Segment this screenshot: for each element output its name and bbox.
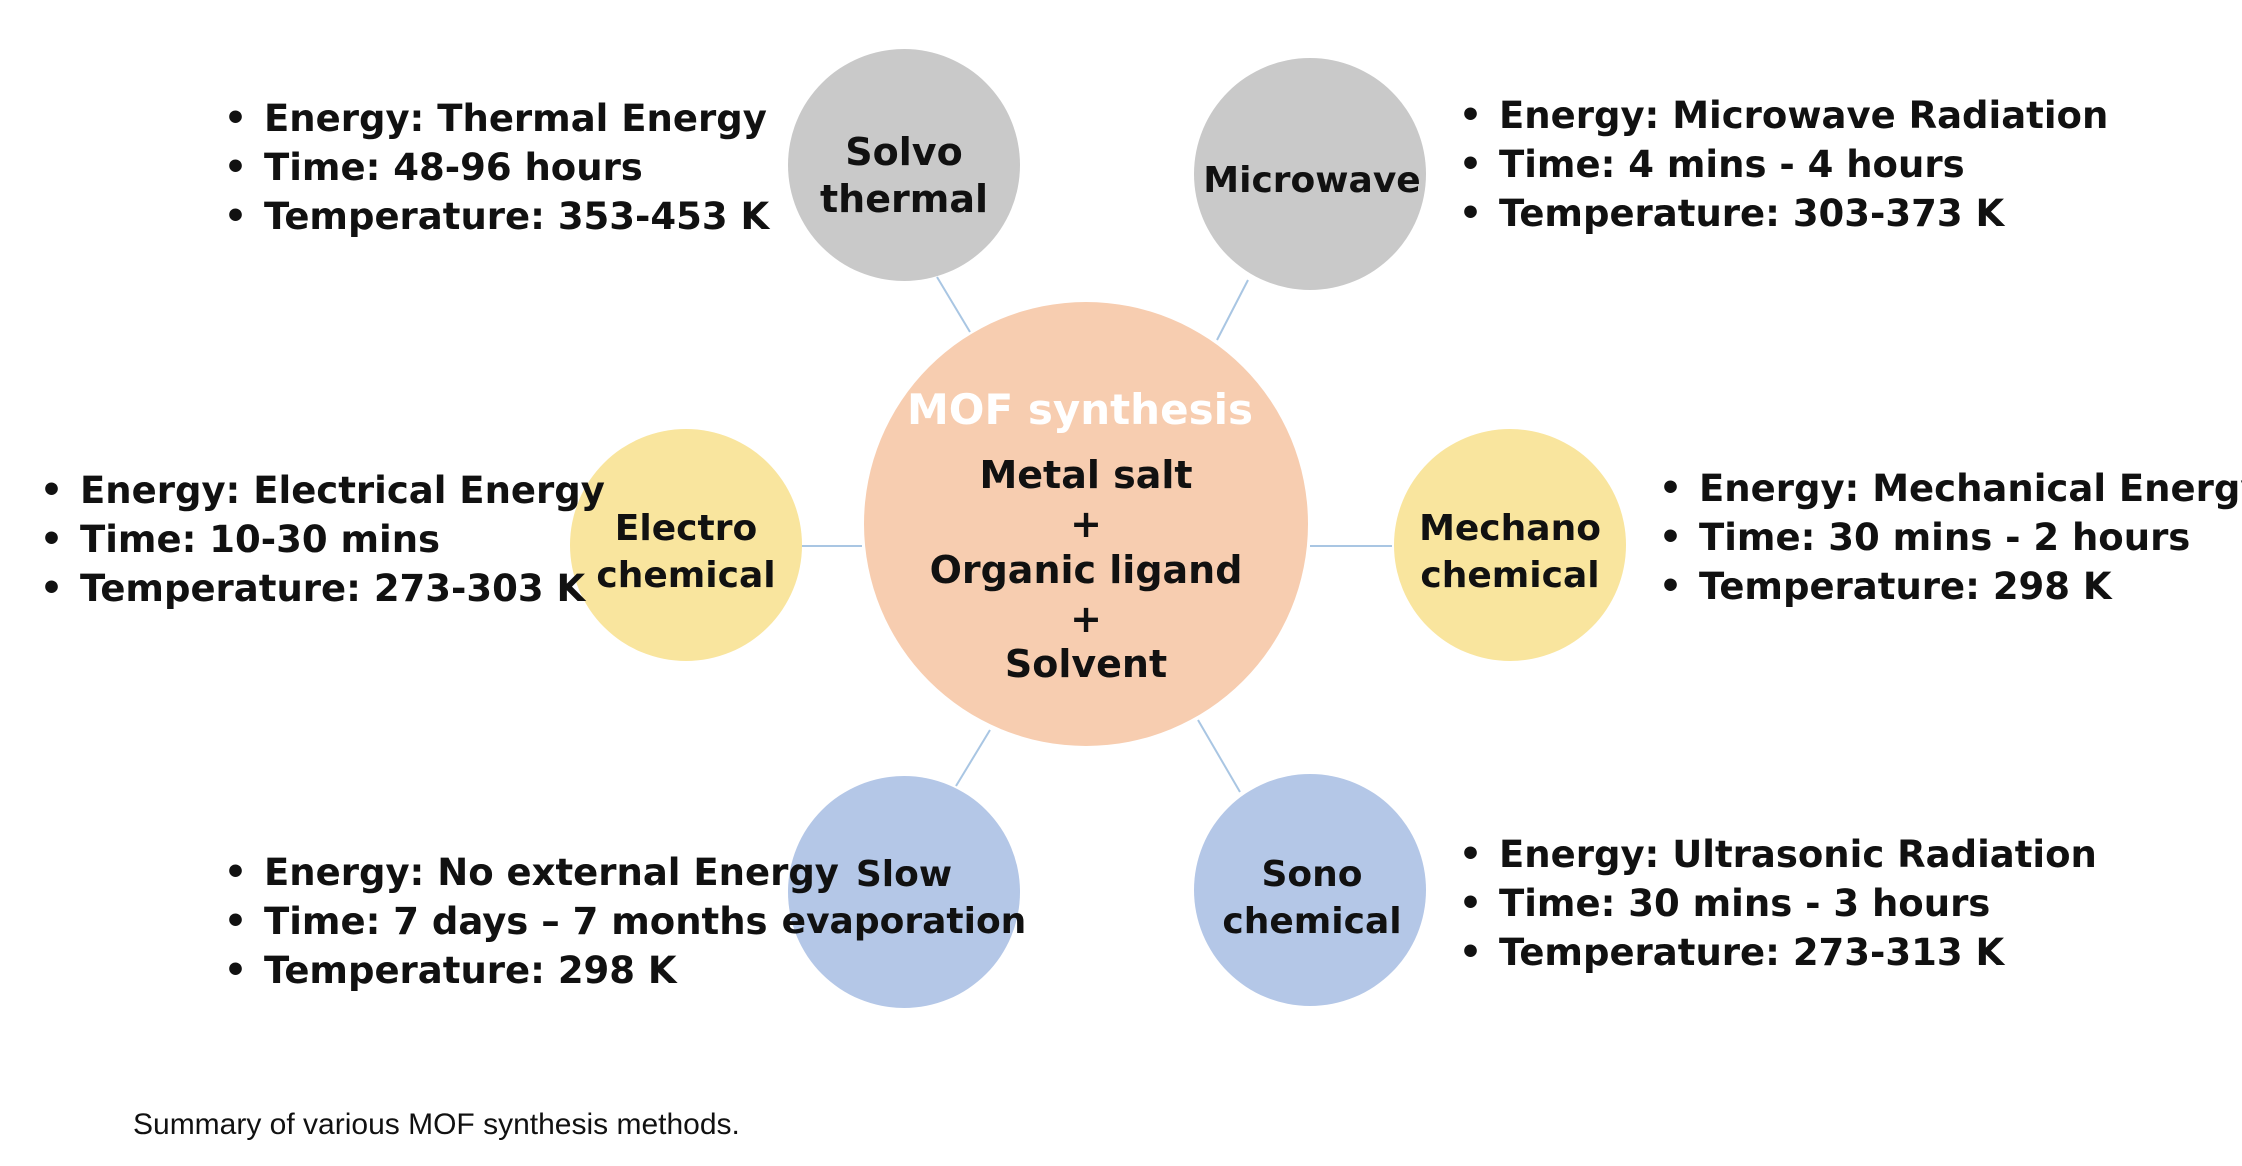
solvothermal-bullet-3: Temperature: 353-453 K (264, 195, 771, 238)
solvothermal-bullet-glyph-2: • (224, 147, 247, 188)
solvothermal-label-1: Solvo (845, 130, 962, 174)
solvothermal-circle (788, 49, 1020, 281)
electrochemical-label-2: chemical (596, 555, 775, 596)
microwave-bullet-glyph-2: • (1459, 144, 1482, 185)
solvothermal-bullet-glyph-3: • (224, 196, 247, 237)
center-node: MOF synthesis Metal salt + Organic ligan… (864, 302, 1308, 746)
mechanochemical-label-1: Mechano (1419, 508, 1601, 549)
electrochemical-circle (570, 429, 802, 661)
microwave-bullet-glyph-1: • (1459, 95, 1482, 136)
solvothermal-bullet-1: Energy: Thermal Energy (264, 97, 767, 140)
sonochemical-bullet-glyph-2: • (1459, 883, 1482, 924)
solvothermal-label-2: thermal (820, 177, 988, 221)
center-title: MOF synthesis (907, 385, 1253, 434)
sonochemical-label-1: Sono (1261, 854, 1362, 895)
center-circle (864, 302, 1308, 746)
method-sonochemical: Sono chemical • Energy: Ultrasonic Radia… (1194, 774, 2097, 1006)
slow-evaporation-bullet-2: Time: 7 days – 7 months (264, 900, 768, 943)
mechanochemical-label-2: chemical (1420, 555, 1599, 596)
sonochemical-bullet-glyph-1: • (1459, 834, 1482, 875)
sonochemical-bullet-3: Temperature: 273-313 K (1499, 931, 2006, 974)
microwave-bullet-2: Time: 4 mins - 4 hours (1499, 143, 1965, 186)
slow-evaporation-bullet-glyph-3: • (224, 950, 247, 991)
electrochemical-bullet-glyph-1: • (40, 470, 63, 511)
sonochemical-bullet-1: Energy: Ultrasonic Radiation (1499, 833, 2097, 876)
center-line-1: Metal salt (979, 453, 1192, 497)
connector-solvothermal (936, 276, 971, 333)
microwave-circle (1194, 58, 1426, 290)
method-microwave: Microwave • Energy: Microwave Radiation … (1194, 58, 2108, 290)
mechanochemical-bullet-2: Time: 30 mins - 2 hours (1699, 516, 2190, 559)
sonochemical-bullet-glyph-3: • (1459, 932, 1482, 973)
slow-evaporation-label-1: Slow (856, 854, 952, 895)
electrochemical-label-1: Electro (615, 508, 757, 549)
method-slow-evaporation: Slow evaporation • Energy: No external E… (224, 776, 1026, 1008)
sonochemical-bullet-2: Time: 30 mins - 3 hours (1499, 882, 1990, 925)
slow-evaporation-label-2: evaporation (782, 901, 1027, 942)
sonochemical-label-2: chemical (1222, 901, 1401, 942)
slow-evaporation-bullet-3: Temperature: 298 K (264, 949, 678, 992)
figure-caption: Summary of various MOF synthesis methods… (133, 1108, 740, 1141)
electrochemical-bullet-3: Temperature: 273-303 K (80, 567, 587, 610)
center-line-2: + (1070, 502, 1102, 546)
slow-evaporation-circle (788, 776, 1020, 1008)
electrochemical-bullet-glyph-2: • (40, 519, 63, 560)
electrochemical-bullet-1: Energy: Electrical Energy (80, 469, 605, 512)
mechanochemical-bullet-glyph-1: • (1659, 468, 1682, 509)
method-electrochemical: Electro chemical • Energy: Electrical En… (40, 429, 802, 661)
slow-evaporation-bullet-glyph-1: • (224, 852, 247, 893)
mechanochemical-bullet-1: Energy: Mechanical Energy (1699, 467, 2242, 510)
mechanochemical-bullet-glyph-2: • (1659, 517, 1682, 558)
connector-microwave (1216, 279, 1249, 341)
center-line-3: Organic ligand (930, 548, 1243, 592)
center-line-5: Solvent (1005, 642, 1167, 686)
microwave-bullet-1: Energy: Microwave Radiation (1499, 94, 2108, 137)
microwave-bullet-glyph-3: • (1459, 193, 1482, 234)
slow-evaporation-bullet-glyph-2: • (224, 901, 247, 942)
solvothermal-bullet-2: Time: 48-96 hours (264, 146, 643, 189)
center-line-4: + (1070, 597, 1102, 641)
method-solvothermal: Solvo thermal • Energy: Thermal Energy •… (224, 49, 1020, 281)
sonochemical-circle (1194, 774, 1426, 1006)
connectors (800, 276, 1392, 793)
mechanochemical-bullet-glyph-3: • (1659, 566, 1682, 607)
electrochemical-bullet-2: Time: 10-30 mins (80, 518, 440, 561)
solvothermal-bullet-glyph-1: • (224, 98, 247, 139)
connector-sonochemical (1197, 719, 1241, 793)
microwave-label-1: Microwave (1203, 160, 1420, 201)
microwave-bullet-3: Temperature: 303-373 K (1499, 192, 2006, 235)
mechanochemical-bullet-3: Temperature: 298 K (1699, 565, 2113, 608)
slow-evaporation-bullet-1: Energy: No external Energy (264, 851, 839, 894)
electrochemical-bullet-glyph-3: • (40, 568, 63, 609)
method-mechanochemical: Mechano chemical • Energy: Mechanical En… (1394, 429, 2242, 661)
connector-slow-evaporation (955, 729, 991, 787)
mechanochemical-circle (1394, 429, 1626, 661)
